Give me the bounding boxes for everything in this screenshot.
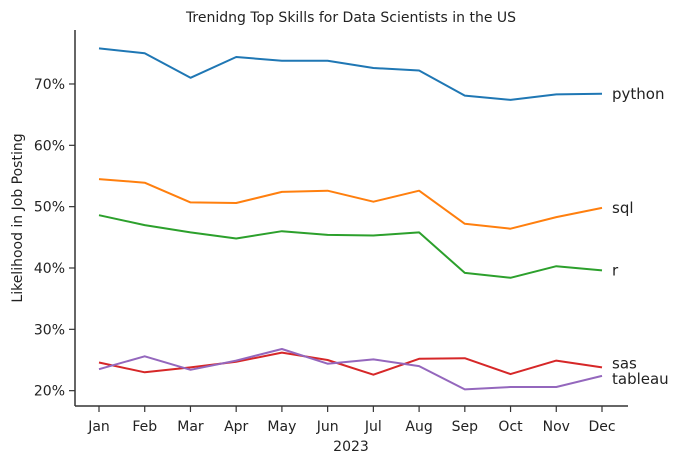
x-ticks: Jan Feb Mar Apr May Jun Jul Aug Sep Oct Nov Dec [87, 406, 616, 435]
x-tick-label: Oct [498, 419, 523, 435]
x-tick-label: Jul [364, 419, 382, 435]
axes [74, 30, 628, 407]
y-tick-label: 50% [34, 200, 65, 216]
x-tick-label: Dec [588, 419, 615, 435]
y-tick-label: 20% [34, 384, 65, 400]
x-tick-label: Aug [405, 419, 432, 435]
x-axis-title: 2023 [333, 439, 369, 455]
series-label-sql: sql [612, 199, 634, 217]
x-tick-label: Nov [543, 419, 570, 435]
series-line-r [98, 214, 603, 279]
y-axis-title: Likelihood in Job Posting [10, 133, 26, 302]
chart-title: Trenidng Top Skills for Data Scientists … [185, 10, 516, 26]
series-label-tableau: tableau [612, 370, 669, 388]
series-lines [98, 47, 603, 391]
series-label-python: python [612, 85, 664, 103]
series-label-sas: sas [612, 354, 637, 372]
series-line-tableau [98, 348, 603, 391]
y-tick-label: 40% [34, 261, 65, 277]
series-line-sas [98, 351, 603, 376]
y-tick-label: 60% [34, 138, 65, 154]
x-tick-label: Jun [316, 419, 339, 435]
y-ticks: 20% 30% 40% 50% 60% 70% [34, 77, 75, 400]
y-tick-label: 70% [34, 77, 65, 93]
x-tick-label: Apr [224, 419, 248, 435]
x-tick-label: Feb [132, 419, 157, 435]
series-line-python [98, 47, 603, 101]
x-tick-label: May [267, 419, 296, 435]
series-label-r: r [612, 261, 619, 279]
series-line-sql [98, 178, 603, 230]
x-tick-label: Mar [177, 419, 204, 435]
y-tick-label: 30% [34, 322, 65, 338]
x-tick-label: Sep [452, 419, 479, 435]
x-tick-label: Jan [87, 419, 110, 435]
